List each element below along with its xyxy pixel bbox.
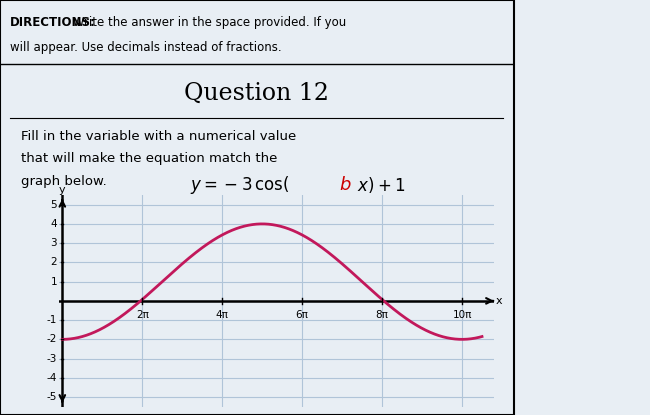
Text: -1: -1 <box>47 315 57 325</box>
Text: that will make the equation match the: that will make the equation match the <box>21 152 277 165</box>
Text: 1: 1 <box>51 277 57 287</box>
Text: $b$: $b$ <box>339 176 352 194</box>
Text: y: y <box>59 185 66 195</box>
Text: -4: -4 <box>47 373 57 383</box>
Text: Write the answer in the space provided. If you: Write the answer in the space provided. … <box>70 16 346 29</box>
Text: 6π: 6π <box>296 310 309 320</box>
Text: 4: 4 <box>51 219 57 229</box>
Text: 2: 2 <box>51 257 57 267</box>
Text: 8π: 8π <box>376 310 389 320</box>
Text: Fill in the variable with a numerical value: Fill in the variable with a numerical va… <box>21 129 296 143</box>
Text: 10π: 10π <box>452 310 472 320</box>
Text: -2: -2 <box>47 334 57 344</box>
Text: 3: 3 <box>51 238 57 248</box>
Text: will appear. Use decimals instead of fractions.: will appear. Use decimals instead of fra… <box>10 41 282 54</box>
Text: x: x <box>496 296 502 306</box>
Text: $y = -3\,\mathrm{cos}($: $y = -3\,\mathrm{cos}($ <box>190 173 289 196</box>
Text: -5: -5 <box>47 392 57 402</box>
Text: -3: -3 <box>47 354 57 364</box>
Text: graph below.: graph below. <box>21 175 107 188</box>
Text: Question 12: Question 12 <box>184 82 330 105</box>
Text: $x) + 1$: $x) + 1$ <box>357 175 405 195</box>
Text: 5: 5 <box>51 200 57 210</box>
Text: DIRECTIONS:: DIRECTIONS: <box>10 16 96 29</box>
Text: 4π: 4π <box>216 310 229 320</box>
Text: 2π: 2π <box>136 310 149 320</box>
